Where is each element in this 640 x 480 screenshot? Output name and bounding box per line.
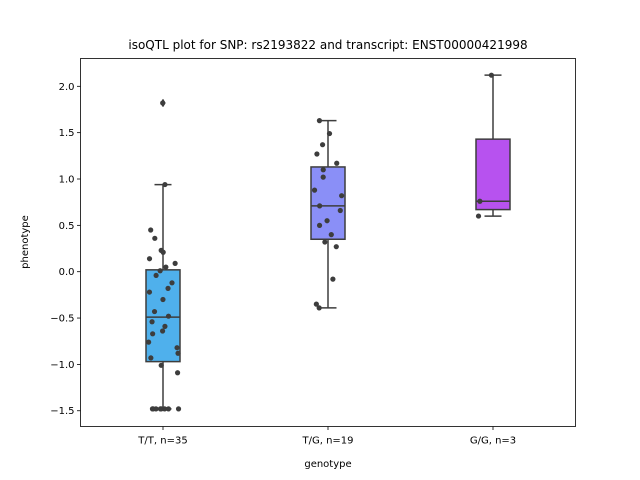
data-point	[158, 406, 164, 412]
data-point	[339, 193, 345, 199]
data-point	[313, 301, 319, 307]
data-point	[333, 244, 339, 250]
data-point	[316, 118, 323, 124]
data-point	[163, 264, 169, 270]
data-point	[149, 319, 155, 325]
data-point	[159, 328, 166, 334]
data-point	[160, 296, 166, 303]
data-point	[316, 222, 323, 228]
data-point	[328, 232, 334, 238]
y-tick-label: −1.5	[50, 406, 74, 417]
box	[475, 138, 511, 211]
box-group	[475, 72, 511, 219]
data-point	[322, 239, 328, 245]
data-point	[157, 268, 163, 274]
box	[145, 269, 181, 363]
data-point	[149, 406, 156, 412]
y-tick-label: 1.0	[59, 175, 75, 186]
data-point	[337, 207, 343, 214]
data-point	[165, 285, 171, 291]
data-point	[326, 130, 333, 137]
data-point	[162, 323, 168, 329]
data-point	[151, 308, 158, 315]
data-point	[152, 235, 158, 241]
data-point	[146, 339, 152, 345]
box	[310, 166, 346, 241]
data-point	[477, 198, 483, 204]
y-axis-label: phenotype	[20, 215, 31, 269]
data-point	[150, 331, 156, 337]
data-point	[146, 289, 153, 295]
data-point	[334, 160, 340, 166]
y-tick-label: 1.5	[59, 128, 75, 139]
data-point	[162, 181, 168, 188]
data-point	[330, 276, 336, 282]
data-point	[320, 174, 326, 180]
box-group	[310, 118, 346, 311]
data-point	[311, 187, 318, 193]
y-tick-label: 0.0	[59, 267, 75, 278]
data-point	[148, 355, 154, 361]
x-axis-label: genotype	[304, 459, 351, 470]
data-point	[174, 345, 180, 351]
data-point	[320, 167, 326, 173]
chart-title: isoQTL plot for SNP: rs2193822 and trans…	[128, 38, 527, 52]
y-tick-label: 2.0	[59, 82, 75, 93]
data-point	[324, 218, 330, 224]
y-tick-label: −0.5	[50, 314, 74, 325]
data-point	[153, 272, 159, 279]
data-point	[488, 72, 495, 78]
data-point	[316, 305, 322, 311]
data-point	[314, 151, 320, 157]
data-point	[148, 227, 154, 233]
data-point	[169, 280, 175, 286]
data-point	[175, 406, 182, 412]
box-group	[145, 98, 182, 412]
data-point	[165, 313, 172, 319]
data-point	[160, 249, 166, 255]
x-tick-label: G/G, n=3	[470, 436, 516, 447]
data-point	[175, 350, 181, 356]
data-point	[174, 370, 181, 376]
plot-frame	[80, 58, 576, 427]
data-point	[475, 213, 482, 219]
y-tick-label: −1.0	[50, 360, 74, 371]
x-tick-label: T/T, n=35	[137, 436, 187, 447]
data-point	[319, 142, 326, 148]
data-point	[158, 362, 164, 368]
data-point	[146, 256, 153, 262]
data-point	[317, 203, 323, 209]
x-tick-label: T/G, n=19	[301, 436, 353, 447]
data-point	[165, 406, 172, 412]
y-tick-label: 0.5	[59, 221, 75, 232]
data-point	[160, 100, 166, 106]
data-point	[172, 260, 178, 266]
